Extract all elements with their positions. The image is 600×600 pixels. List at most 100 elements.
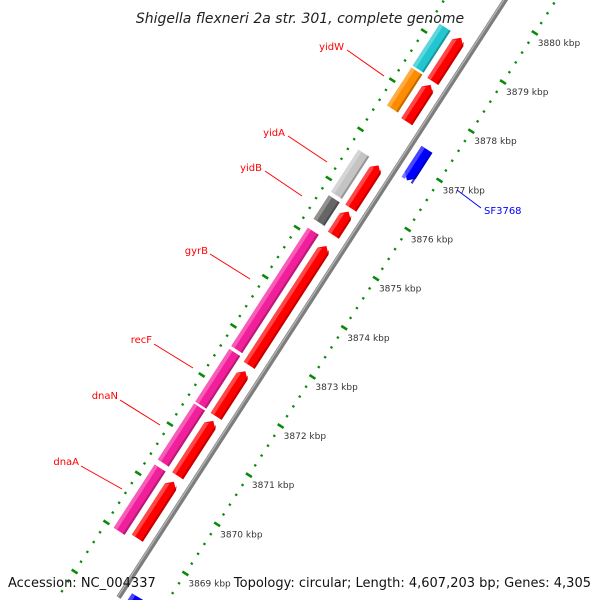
minor-tick — [441, 0, 445, 4]
major-tick — [531, 29, 539, 36]
gene-label-gyrB[interactable]: gyrB — [185, 246, 208, 257]
feature-outer[interactable] — [147, 593, 162, 600]
major-tick — [71, 568, 79, 575]
accession-text: Accession: NC_004337 — [8, 576, 156, 591]
tick-label: 3869 kbp — [188, 579, 231, 589]
tick-rings: 3869 kbp 3870 kbp 3871 kbp 3872 kbp 3873 kbp… — [60, 0, 580, 595]
backbone-line — [116, 0, 511, 599]
feature-body — [172, 420, 216, 480]
gene-SF3768[interactable] — [401, 145, 433, 184]
gene-recF[interactable] — [210, 368, 251, 420]
gene-gyrB[interactable] — [243, 242, 332, 369]
feature-cog[interactable] — [195, 349, 241, 409]
feature-shadow — [410, 88, 434, 126]
feature-cog[interactable] — [113, 464, 166, 535]
gene-label-yidB[interactable]: yidB — [240, 163, 262, 174]
map-frame — [113, 0, 511, 600]
minor-tick — [352, 137, 356, 141]
feature-body — [345, 165, 381, 212]
feature-body — [404, 145, 433, 181]
feature-cog[interactable] — [386, 67, 423, 113]
tick-label: 3871 kbp — [252, 481, 295, 491]
minor-tick — [428, 19, 433, 23]
feature-shadow — [167, 409, 205, 467]
feature-body — [327, 211, 351, 239]
minor-tick — [250, 294, 255, 298]
feature-shadow — [181, 424, 217, 480]
minor-tick — [387, 257, 391, 261]
label-leader-line — [456, 189, 482, 209]
feature-shadow — [436, 41, 464, 85]
minor-tick — [355, 306, 359, 310]
feature-body — [231, 227, 319, 354]
gene-yidA[interactable] — [345, 162, 384, 212]
minor-tick — [221, 512, 226, 517]
minor-tick — [463, 139, 467, 143]
minor-tick — [348, 316, 353, 320]
gene-dnaN[interactable] — [172, 417, 219, 480]
minor-tick — [276, 255, 280, 259]
feature-highlight — [427, 39, 457, 81]
minor-tick — [190, 562, 194, 566]
tick-label: 3878 kbp — [474, 137, 517, 147]
minor-tick — [272, 434, 276, 438]
minor-tick — [399, 237, 403, 241]
major-tick — [102, 519, 111, 526]
minor-tick — [289, 235, 293, 239]
gene-label-dnaN[interactable]: dnaN — [92, 391, 118, 402]
feature-cog[interactable] — [231, 227, 319, 354]
minor-tick — [193, 383, 197, 387]
major-tick — [388, 77, 396, 84]
minor-tick — [377, 98, 382, 102]
feature-body — [113, 464, 166, 535]
major-tick — [435, 177, 444, 184]
minor-tick — [425, 198, 429, 202]
feature-cog[interactable] — [412, 23, 451, 73]
gene-label-recF[interactable]: recF — [131, 335, 153, 346]
feature-highlight — [113, 464, 158, 530]
gene-label-SF3768[interactable]: SF3768 — [484, 206, 522, 217]
minor-tick — [539, 21, 543, 25]
minor-tick — [526, 41, 531, 45]
major-tick — [245, 472, 253, 479]
gene-label-yidW[interactable]: yidW — [319, 42, 344, 53]
minor-tick — [117, 501, 121, 505]
tick-label: 3876 kbp — [411, 235, 454, 245]
gene-yidW[interactable] — [401, 81, 436, 126]
minor-tick — [60, 589, 64, 593]
feature-cog[interactable] — [313, 195, 340, 226]
tick-label: 3874 kbp — [347, 334, 390, 344]
minor-tick — [488, 100, 492, 104]
feature-cog[interactable] — [331, 149, 370, 199]
feature-shadow — [337, 215, 352, 239]
genome-summary-text: Topology: circular; Length: 4,607,203 bp… — [233, 576, 591, 591]
gene-yidB[interactable] — [327, 208, 354, 239]
gene-label-dnaA[interactable]: dnaA — [53, 457, 79, 468]
label-leader-line — [209, 253, 251, 280]
label-leader-line — [80, 465, 123, 490]
feature-forward[interactable] — [427, 34, 466, 85]
gene-label-yidA[interactable]: yidA — [263, 128, 285, 139]
minor-tick — [202, 542, 207, 546]
minor-tick — [450, 159, 454, 163]
feature-shadow — [340, 155, 370, 199]
feature-highlight — [412, 23, 443, 68]
label-leader-line — [287, 135, 328, 163]
feature-cog[interactable] — [157, 403, 205, 467]
minor-tick — [79, 560, 83, 564]
feature-body — [195, 349, 241, 409]
feature-body — [313, 195, 340, 226]
feature-shadow — [410, 151, 433, 184]
feature-body — [427, 37, 464, 85]
minor-tick — [323, 355, 327, 359]
minor-tick — [409, 49, 413, 53]
minor-tick — [228, 503, 232, 507]
minor-tick — [365, 117, 369, 122]
minor-tick — [456, 149, 461, 153]
minor-tick — [301, 216, 305, 220]
feature-reverse[interactable] — [127, 593, 144, 600]
gene-dnaA[interactable] — [131, 478, 179, 542]
minor-tick — [174, 412, 178, 416]
